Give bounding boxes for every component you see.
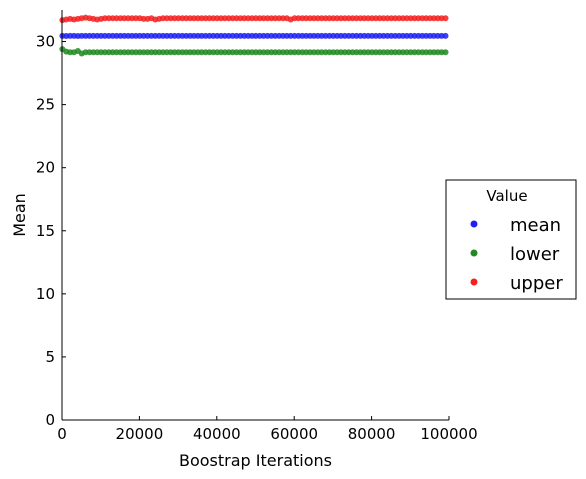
y-axis-title: Mean <box>10 193 29 237</box>
mean-point <box>442 32 449 39</box>
legend-item-upper: upper <box>470 273 563 294</box>
x-tick-label: 20000 <box>116 425 164 443</box>
legend-title: Value <box>486 187 527 205</box>
y-tick-label: 0 <box>45 411 55 429</box>
legend-item-mean: mean <box>470 215 561 236</box>
series-mean <box>59 32 449 39</box>
y-tick-label: 25 <box>36 96 55 114</box>
upper-point <box>442 15 449 22</box>
x-tick-label: 80000 <box>348 425 396 443</box>
legend-label: lower <box>510 244 560 265</box>
x-tick-label: 100000 <box>420 425 477 443</box>
legend-items: mean lower upper <box>470 215 563 294</box>
legend-marker <box>470 278 478 286</box>
y-tick-label: 30 <box>36 33 55 51</box>
x-axis-title: Boostrap Iterations <box>179 451 332 470</box>
axes <box>61 10 449 421</box>
y-tick-label: 15 <box>36 222 55 240</box>
legend-marker <box>470 249 478 257</box>
data-points <box>59 14 449 57</box>
y-tick-label: 10 <box>36 285 55 303</box>
y-tick-label: 5 <box>45 348 55 366</box>
legend-marker <box>470 220 478 228</box>
legend-box <box>445 179 577 300</box>
x-tick-label: 60000 <box>270 425 318 443</box>
legend-label: upper <box>510 273 563 294</box>
ticks: 0 20000 40000 60000 80000 100000 0 5 10 15 20 25 30 <box>36 33 478 443</box>
series-upper <box>59 14 449 24</box>
legend: Value mean lower upper <box>445 179 577 300</box>
lower-point <box>442 49 449 56</box>
legend-label: mean <box>510 215 561 236</box>
x-tick-label: 0 <box>57 425 67 443</box>
y-tick-label: 20 <box>36 159 55 177</box>
x-tick-label: 40000 <box>193 425 241 443</box>
legend-item-lower: lower <box>470 244 560 265</box>
series-lower <box>59 46 449 57</box>
